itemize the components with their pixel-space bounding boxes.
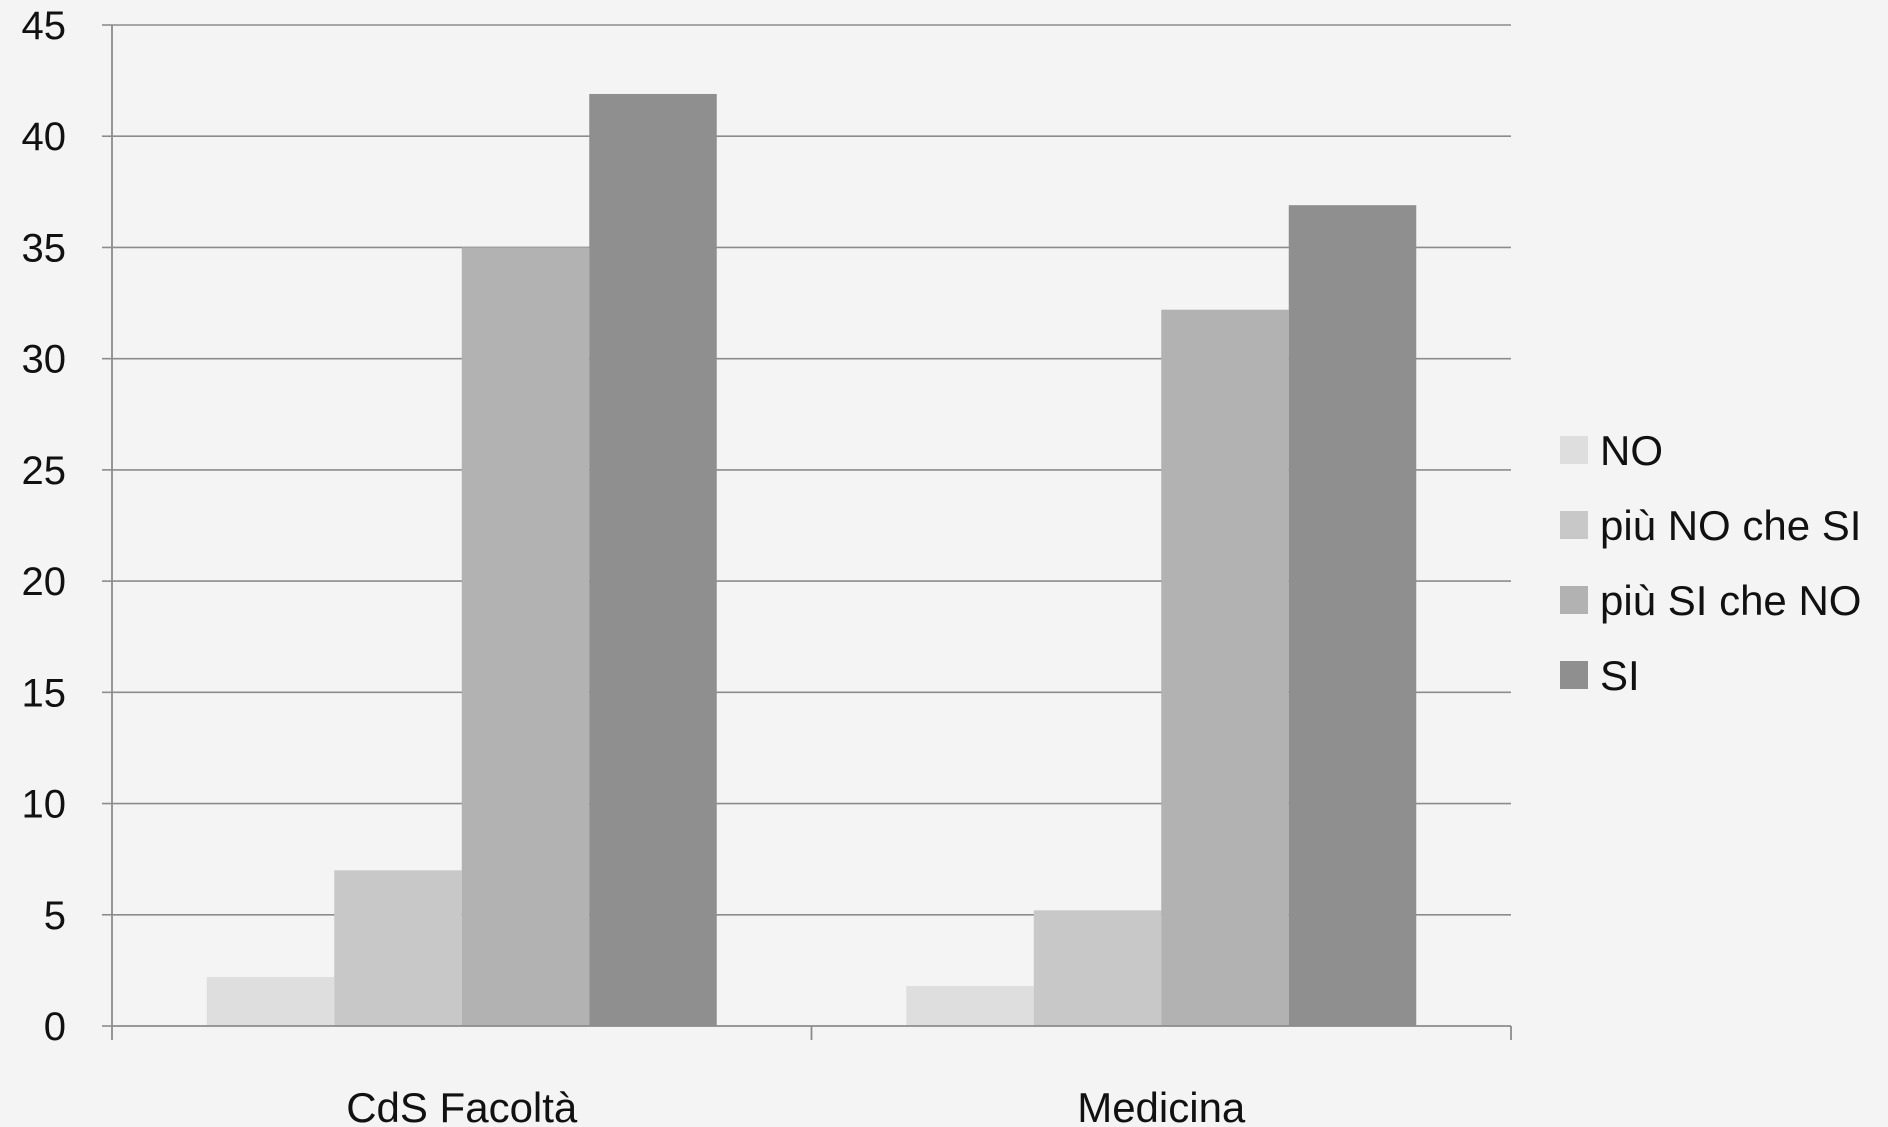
legend-swatch [1560, 661, 1588, 689]
y-tick-label: 25 [22, 449, 67, 493]
bar-si-1 [1288, 205, 1417, 1026]
legend-label: SI [1600, 652, 1640, 699]
bar-si-0 [589, 93, 717, 1027]
x-category-label: CdS Facoltà [346, 1084, 578, 1127]
bar-pi-no-che-si-0 [334, 870, 462, 1026]
bar-no-1 [906, 985, 1034, 1026]
x-axis-category-labels: CdS Facoltà Medicina [346, 1084, 1246, 1127]
legend-label: più NO che SI [1600, 502, 1861, 549]
legend-label: NO [1600, 427, 1663, 474]
gridlines [112, 24, 1511, 916]
y-tick-label: 0 [44, 1005, 66, 1049]
axes [102, 24, 1512, 1040]
bars [206, 93, 1417, 1027]
y-tick-label: 30 [22, 338, 67, 382]
x-category-label: Medicina [1077, 1084, 1246, 1127]
bar-pi-no-che-si-1 [1033, 910, 1162, 1026]
y-tick-label: 5 [44, 894, 66, 938]
bar-pi-si-che-no-0 [461, 247, 590, 1026]
bar-pi-si-che-no-1 [1161, 309, 1289, 1026]
y-tick-label: 40 [22, 115, 67, 159]
y-tick-label: 35 [22, 226, 67, 270]
legend-label: più SI che NO [1600, 577, 1861, 624]
bar-no-0 [206, 977, 335, 1026]
y-tick-label: 20 [22, 560, 67, 604]
y-tick-label: 15 [22, 671, 67, 715]
y-tick-label: 10 [22, 783, 67, 827]
legend-swatch [1560, 586, 1588, 614]
y-tick-label: 45 [22, 4, 67, 48]
y-axis-tick-labels: 0 5 10 15 20 25 30 35 40 45 [22, 4, 67, 1049]
legend-swatch [1560, 436, 1588, 464]
legend: NO più NO che SI più SI che NO SI [1560, 427, 1861, 699]
legend-swatch [1560, 511, 1588, 539]
